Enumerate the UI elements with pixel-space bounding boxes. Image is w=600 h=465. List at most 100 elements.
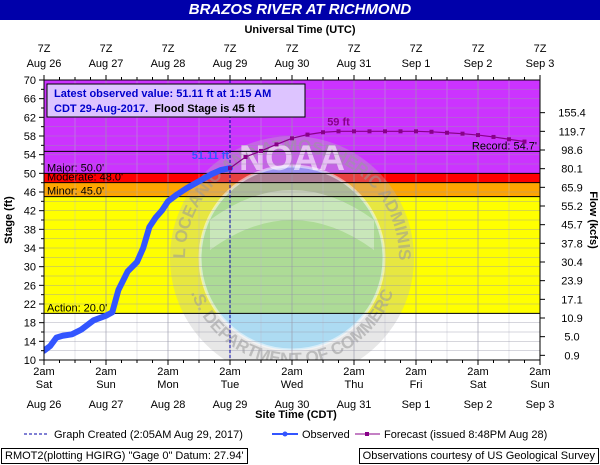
bottom-tick-date: Aug 26 [27,399,62,411]
legend-created: Graph Created (2:05AM Aug 29, 2017) [54,429,243,441]
bottom-tick-date: Aug 31 [337,399,372,411]
forecast-point [507,137,511,142]
legend-observed-marker [282,431,288,437]
info-box: Latest observed value: 51.11 ft at 1:15 … [46,83,306,118]
forecast-point [243,155,248,159]
flow-tick-label: 0.9 [564,350,579,362]
legend-observed: Observed [302,429,350,441]
forecast-point [383,129,387,134]
bottom-tick-day: Sat [470,379,487,391]
forecast-point [429,129,434,134]
flow-tick-label: 98.6 [561,145,582,157]
flow-tick-label: 119.7 [559,126,586,138]
flow-tick-label: 5.0 [564,332,579,344]
bottom-tick-time: 2am [405,366,426,378]
top-tick-label: 7Z [100,43,113,55]
stage-tick-label: 50 [24,168,36,180]
flow-tick-label: 30.4 [561,257,582,269]
top-tick-label: 7Z [162,43,175,55]
threshold-label-0: Major: 50.0' [47,162,104,174]
stage-tick-label: 58 [24,131,36,143]
annotation-label-0: 51.11 ft [192,150,230,162]
top-tick-label: 7Z [348,43,361,55]
observed-point [140,245,146,251]
top-tick-date: Aug 27 [89,58,124,70]
stage-tick-label: 66 [24,94,36,106]
top-tick-date: Aug 31 [337,58,372,70]
datum-label: RMOT2(plotting HGIRG) "Gage 0" Datum: 27… [1,448,248,464]
stage-tick-label: 54 [24,150,36,162]
forecast-point [476,133,480,138]
threshold-label-1: Moderate: 48.0' [47,172,123,184]
bottom-tick-time: 2am [281,366,302,378]
legend: Graph Created (2:05AM Aug 29, 2017) Obse… [24,429,547,441]
observed-point [143,234,149,241]
bottom-tick-time: 2am [343,366,364,378]
forecast-point [367,129,372,134]
bottom-tick-day: Thu [345,379,364,391]
bottom-tick-date: Sep 1 [402,399,431,411]
top-tick-date: Aug 28 [151,58,186,70]
observed-point [142,240,148,246]
right-axis-title: Flow (kcfs) [587,191,599,249]
flow-tick-label: 37.8 [561,238,582,250]
top-tick-date: Sep 1 [402,58,431,70]
bottom-tick-time: 2am [95,366,116,378]
observed-point [145,229,151,235]
flow-tick-label: 10.9 [561,313,582,325]
bottom-tick-date: Aug 28 [151,399,186,411]
bottom-tick-date: Aug 30 [275,399,310,411]
bottom-tick-day: Mon [157,379,178,391]
bottom-tick-day: Sun [96,379,116,391]
bottom-tick-day: Sat [36,379,53,391]
bottom-tick-day: Wed [281,379,303,391]
stage-tick-label: 70 [24,75,36,87]
observed-point [122,273,128,279]
left-axis-title: Stage (ft) [3,196,15,244]
threshold-label-2: Minor: 45.0' [47,186,104,198]
bottom-tick-time: 2am [467,366,488,378]
stage-tick-label: 26 [24,280,36,292]
stage-tick-label: 30 [24,262,36,274]
forecast-point [290,136,294,141]
bottom-tick-day: Tue [221,379,240,391]
observed-point [115,287,121,293]
bottom-axis-title: Site Time (CDT) [255,409,337,421]
hydrograph-chart: NATIONAL OCEANIC AND ATMOSPHERIC ADMINIS… [3,24,599,441]
observed-point [112,298,118,304]
forecast-point [352,129,356,134]
top-tick-label: 7Z [286,43,299,55]
threshold-label-3: Action: 20.0' [47,302,107,314]
forecast-point [259,148,263,153]
forecast-point [321,130,325,135]
stage-tick-label: 18 [24,318,36,330]
svg-text:CDT 29-Aug-2017. Flood S: CDT 29-Aug-2017. Flood Stage is 45 ft [54,103,255,115]
legend-forecast: Forecast (issued 8:48PM Aug 28) [384,429,547,441]
top-tick-date: Aug 26 [27,58,62,70]
observed-point [114,293,120,299]
bottom-tick-time: 2am [157,366,178,378]
observed-point [118,282,124,288]
stage-tick-label: 38 [24,224,36,236]
stage-tick-label: 22 [24,299,36,311]
bottom-tick-date: Sep 2 [464,399,493,411]
flow-tick-label: 17.1 [561,294,582,306]
top-tick-label: 7Z [410,43,423,55]
forecast-point [522,139,527,144]
stage-tick-label: 42 [24,206,36,218]
flow-tick-label: 23.9 [561,276,582,288]
bottom-tick-day: Sun [530,379,550,391]
flow-tick-label: 55.2 [561,201,582,213]
stage-tick-label: 46 [24,187,36,199]
legend-forecast-marker [365,432,369,436]
bottom-tick-date: Aug 29 [213,399,248,411]
chart-title: BRAZOS RIVER AT RICHMOND [0,0,600,20]
top-tick-label: 7Z [534,43,547,55]
source-label: Observations courtesy of US Geological S… [358,448,599,464]
flow-tick-label: 65.9 [561,182,582,194]
bottom-tick-date: Sep 3 [526,399,555,411]
stage-tick-label: 10 [24,355,36,367]
stage-tick-label: 14 [24,336,36,348]
forecast-point [445,130,449,135]
threshold-label-4: Record: 54.7' [472,140,537,152]
